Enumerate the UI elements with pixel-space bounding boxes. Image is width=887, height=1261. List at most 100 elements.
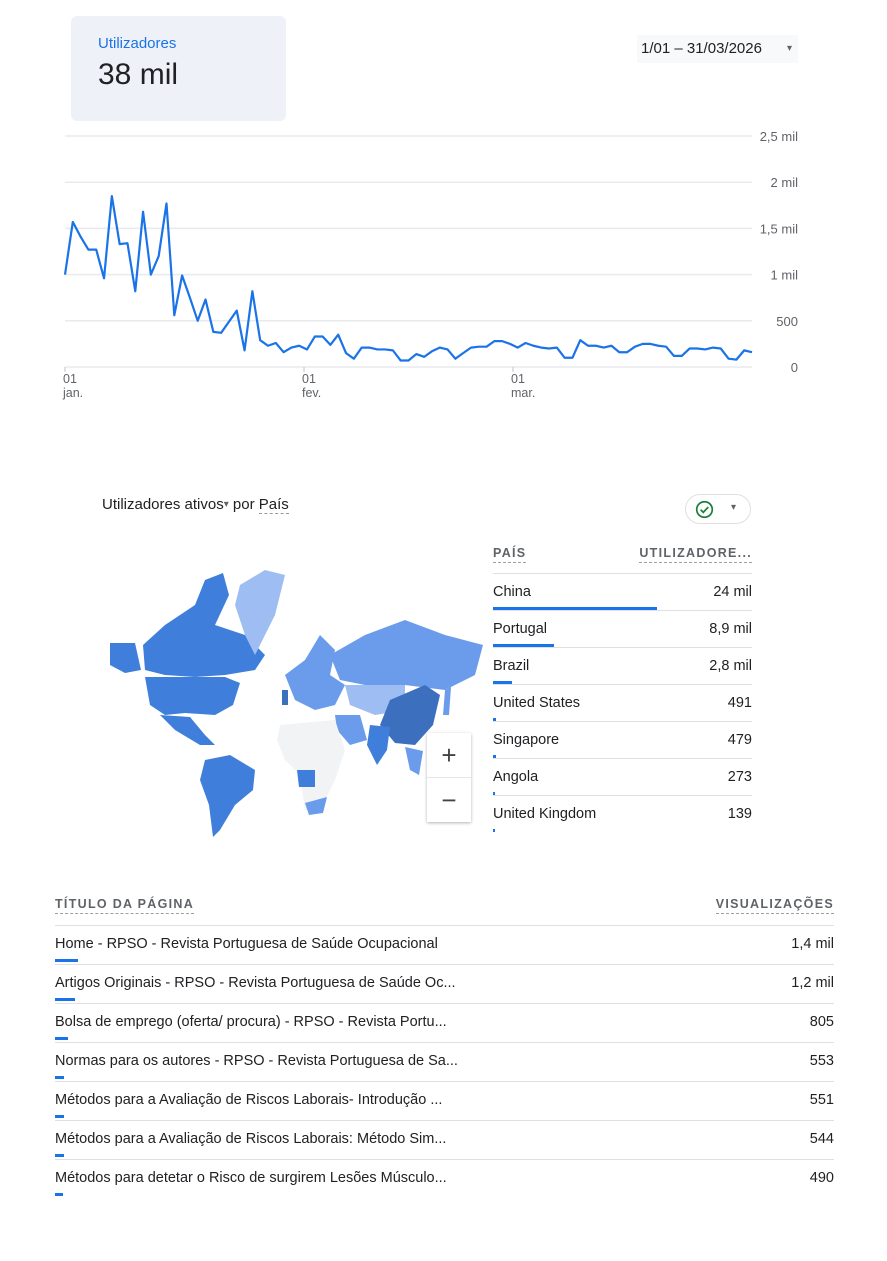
chevron-down-icon: ▾ (786, 43, 792, 54)
users-series-line (63, 194, 753, 362)
table-row[interactable]: United States 491 (493, 684, 752, 721)
row-share-bar (493, 681, 513, 684)
row-share-bar (493, 792, 495, 795)
pages-table: TÍTULO DA PÁGINA VISUALIZAÇÕES Home - RP… (55, 897, 834, 1198)
row-share-bar (493, 607, 657, 610)
x-tick-month: mar. (511, 386, 535, 400)
country-table: PAÍS UTILIZADORE... China 24 mil Portuga… (493, 546, 752, 832)
world-map[interactable] (105, 565, 485, 840)
row-share-bar (493, 718, 497, 721)
y-tick-label: 0 (791, 360, 798, 375)
row-value: 553 (809, 1053, 834, 1069)
table-row[interactable]: Métodos para a Avaliação de Riscos Labor… (55, 1081, 834, 1120)
map-country-south-africa (305, 797, 327, 815)
row-value: 24 mil (713, 584, 752, 600)
row-value: 490 (809, 1170, 834, 1186)
row-label: China (493, 584, 531, 600)
x-tick-month: fev. (302, 386, 321, 400)
table-row[interactable]: China 24 mil (493, 573, 752, 610)
row-value: 273 (727, 769, 752, 785)
map-country-angola (297, 770, 315, 787)
table-row[interactable]: Singapore 479 (493, 721, 752, 758)
y-tick-label: 1 mil (771, 268, 799, 283)
by-label: por (232, 496, 255, 513)
table-row[interactable]: Métodos para detetar o Risco de surgirem… (55, 1159, 834, 1198)
row-share-bar (55, 1154, 65, 1157)
country-column-header[interactable]: PAÍS (493, 546, 527, 563)
row-value: 8,9 mil (709, 621, 752, 637)
row-value: 551 (809, 1092, 834, 1108)
table-row[interactable]: Portugal 8,9 mil (493, 610, 752, 647)
row-value: 2,8 mil (709, 658, 752, 674)
users-column-header[interactable]: UTILIZADORE... (639, 546, 752, 563)
row-label: Normas para os autores - RPSO - Revista … (55, 1053, 458, 1069)
map-country-portugal (282, 690, 288, 705)
y-tick-label: 500 (776, 314, 798, 329)
date-range-label: 1/01 – 31/03/2026 (641, 40, 762, 57)
chevron-down-icon: ▾ (730, 502, 736, 513)
x-tick-day: 01 (511, 372, 525, 386)
row-share-bar (55, 1115, 65, 1118)
row-label: Bolsa de emprego (oferta/ procura) - RPS… (55, 1014, 447, 1030)
row-share-bar (493, 829, 495, 832)
row-value: 805 (809, 1014, 834, 1030)
row-label: Métodos para a Avaliação de Riscos Labor… (55, 1092, 443, 1108)
map-country-usa (145, 677, 240, 715)
dimension-selector[interactable]: País (258, 496, 289, 514)
map-country-mexico (160, 715, 215, 745)
summary-label: Utilizadores (98, 35, 177, 52)
row-value: 544 (809, 1131, 834, 1147)
table-row[interactable]: Angola 273 (493, 758, 752, 795)
row-value: 1,2 mil (791, 975, 834, 991)
row-label: Portugal (493, 621, 548, 637)
row-share-bar (55, 1193, 64, 1196)
row-share-bar (55, 959, 79, 962)
map-country-europe (285, 635, 345, 710)
row-label: Métodos para detetar o Risco de surgirem… (55, 1170, 447, 1186)
row-label: United Kingdom (493, 806, 597, 822)
row-value: 139 (727, 806, 752, 822)
x-tick-month: jan. (62, 386, 83, 400)
table-row[interactable]: Normas para os autores - RPSO - Revista … (55, 1042, 834, 1081)
y-tick-label: 2 mil (771, 175, 799, 190)
page-title-column-header[interactable]: TÍTULO DA PÁGINA (55, 897, 195, 914)
map-country-greenland (235, 570, 285, 655)
table-row[interactable]: Brazil 2,8 mil (493, 647, 752, 684)
table-row[interactable]: United Kingdom 139 (493, 795, 752, 832)
row-value: 479 (727, 732, 752, 748)
row-label: Angola (493, 769, 539, 785)
row-label: Métodos para a Avaliação de Riscos Labor… (55, 1131, 447, 1147)
row-label: Brazil (493, 658, 530, 674)
users-summary-card[interactable]: Utilizadores 38 mil (71, 16, 286, 121)
table-row[interactable]: Artigos Originais - RPSO - Revista Portu… (55, 964, 834, 1003)
metric-selector[interactable]: Utilizadores ativos (102, 496, 224, 513)
check-circle-icon (695, 500, 714, 519)
row-share-bar (55, 1037, 69, 1040)
zoom-in-button[interactable]: + (441, 740, 457, 770)
map-country-india (367, 725, 390, 765)
compare-toggle-button[interactable]: ▾ (685, 494, 751, 524)
map-country-brazil (200, 755, 255, 837)
table-row[interactable]: Home - RPSO - Revista Portuguesa de Saúd… (55, 925, 834, 964)
map-title: Utilizadores ativos▾ por País (102, 496, 289, 514)
summary-value: 38 mil (98, 58, 179, 91)
zoom-out-button[interactable]: − (427, 777, 471, 822)
row-value: 1,4 mil (791, 936, 834, 952)
row-value: 491 (727, 695, 752, 711)
map-country-russia (330, 620, 483, 690)
date-range-picker[interactable]: 1/01 – 31/03/2026 ▾ (637, 35, 798, 63)
metric-dropdown-icon[interactable]: ▾ (223, 499, 229, 510)
x-tick-day: 01 (302, 372, 316, 386)
table-row[interactable]: Bolsa de emprego (oferta/ procura) - RPS… (55, 1003, 834, 1042)
map-country-se-asia (405, 747, 423, 775)
row-share-bar (55, 998, 76, 1001)
table-row[interactable]: Métodos para a Avaliação de Riscos Labor… (55, 1120, 834, 1159)
views-column-header[interactable]: VISUALIZAÇÕES (715, 897, 834, 914)
map-country-alaska (110, 643, 141, 673)
row-share-bar (493, 644, 554, 647)
row-label: Singapore (493, 732, 560, 748)
map-country-canada (143, 573, 265, 677)
row-label: United States (493, 695, 581, 711)
